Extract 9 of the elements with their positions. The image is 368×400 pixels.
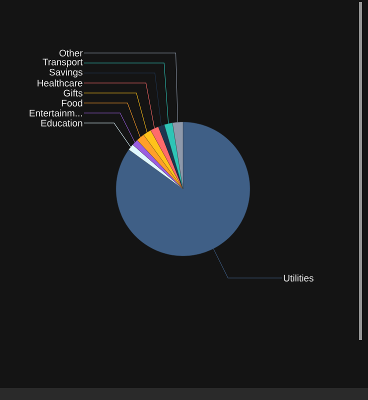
slice-label: Other: [59, 50, 83, 56]
slice-label: Gifts: [64, 90, 82, 96]
slice-label: Transport: [42, 58, 83, 68]
slice-label: Food: [62, 100, 82, 106]
slice-label: Entertainm...: [30, 110, 82, 116]
slice-label: Savings: [49, 68, 82, 78]
slice-label: Healthcare: [38, 80, 82, 86]
slice-label: Education: [41, 120, 82, 126]
slice-label: Utilities: [284, 274, 314, 282]
